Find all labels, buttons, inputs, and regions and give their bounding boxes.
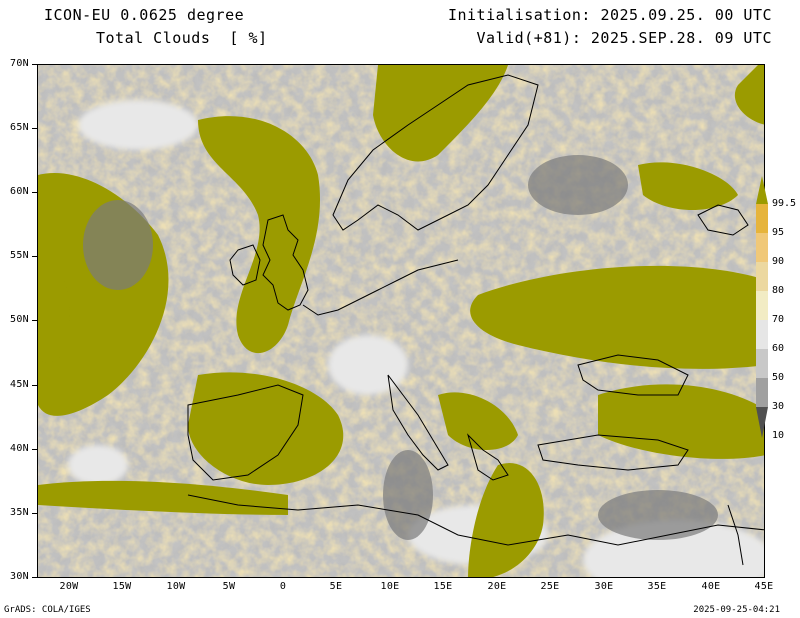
valid-time-label: Valid(+81): 2025.SEP.28. 09 UTC <box>476 29 772 47</box>
lon-label-10w: 10W <box>166 581 186 592</box>
coast-lake <box>697 204 749 236</box>
colorbar-label-95: 95 <box>772 227 785 238</box>
colorbar-label-30: 30 <box>772 401 785 412</box>
colorbar-band-60 <box>756 320 768 349</box>
footer-credit: GrADS: COLA/IGES <box>4 605 91 615</box>
lon-label-35e: 35E <box>647 581 667 592</box>
colorbar-label-80: 80 <box>772 285 785 296</box>
colorbar-top-triangle <box>756 176 768 204</box>
lon-label-10e: 10E <box>380 581 400 592</box>
lat-label-45n: 45N <box>10 379 29 390</box>
broken-cloud-areas <box>83 155 718 540</box>
footer-timestamp: 2025-09-25-04:21 <box>693 605 780 615</box>
colorbar-label-70: 70 <box>772 314 785 325</box>
colorbar-bottom-triangle <box>756 407 768 438</box>
lon-label-0: 0 <box>279 581 287 592</box>
lon-label-15w: 15W <box>112 581 132 592</box>
coast-black-sea <box>577 354 689 396</box>
colorbar-band-50 <box>756 349 768 378</box>
colorbar-band-80 <box>756 262 768 291</box>
colorbar-band-70 <box>756 291 768 320</box>
lon-label-20e: 20E <box>487 581 507 592</box>
lon-label-20w: 20W <box>59 581 79 592</box>
init-time-label: Initialisation: 2025.09.25. 00 UTC <box>447 6 772 24</box>
colorbar-band-95 <box>756 204 768 233</box>
lat-label-50n: 50N <box>10 314 29 325</box>
lat-label-70n: 70N <box>10 58 29 69</box>
lon-label-30e: 30E <box>594 581 614 592</box>
lat-label-55n: 55N <box>10 250 29 261</box>
coast-great-britain <box>262 214 309 311</box>
coastlines <box>187 74 764 566</box>
lat-label-35n: 35N <box>10 507 29 518</box>
lon-label-25e: 25E <box>540 581 560 592</box>
colorbar-label-90: 90 <box>772 256 785 267</box>
lon-label-5e: 5E <box>329 581 343 592</box>
lat-label-65n: 65N <box>10 122 29 133</box>
cloud-map <box>37 64 765 578</box>
coast-greece <box>466 433 509 481</box>
cloud-map-canvas <box>38 65 764 577</box>
colorbar <box>756 176 768 438</box>
colorbar-band-90 <box>756 233 768 262</box>
lat-label-30n: 30N <box>10 571 29 582</box>
lon-label-5w: 5W <box>222 581 236 592</box>
coast-north-europe <box>302 259 459 316</box>
lon-label-40e: 40E <box>701 581 721 592</box>
colorbar-label-10: 10 <box>772 430 785 441</box>
chart-title-model: ICON-EU 0.0625 degree <box>44 6 245 24</box>
coast-scandinavia <box>332 74 539 231</box>
lat-label-60n: 60N <box>10 186 29 197</box>
chart-title-variable: Total Clouds [ %] <box>96 29 268 47</box>
lon-label-45e: 45E <box>754 581 774 592</box>
colorbar-label-60: 60 <box>772 343 785 354</box>
lon-label-15e: 15E <box>433 581 453 592</box>
coast-italy <box>387 374 449 471</box>
coast-ireland <box>229 244 261 286</box>
coast-iberia <box>187 384 304 481</box>
coast-turkey <box>537 434 689 471</box>
colorbar-label-99-5: 99.5 <box>772 198 797 209</box>
colorbar-band-30 <box>756 378 768 407</box>
coast-levant <box>727 504 744 566</box>
clear-areas <box>68 100 764 577</box>
coast-north-africa <box>187 494 764 546</box>
lat-label-40n: 40N <box>10 443 29 454</box>
colorbar-label-50: 50 <box>772 372 785 383</box>
